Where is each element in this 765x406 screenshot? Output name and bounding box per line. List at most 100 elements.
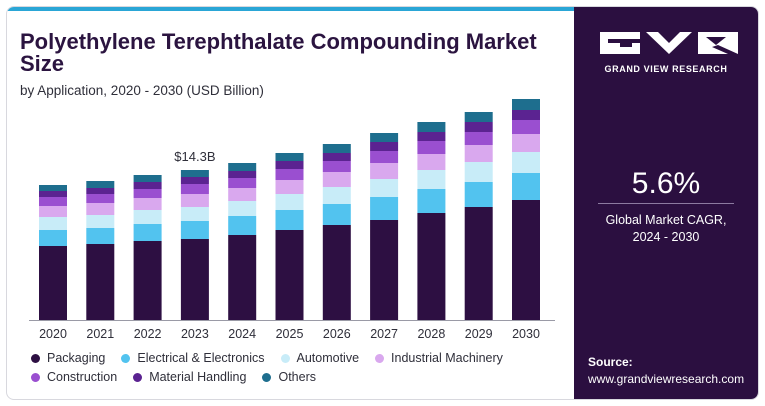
- cagr-divider: [598, 203, 734, 204]
- bar-segment-2023-2: [180, 207, 209, 221]
- bar-segment-2021-4: [86, 194, 115, 203]
- legend-swatch: [280, 353, 290, 363]
- bar-segment-2028-5: [417, 132, 446, 141]
- legend-item-4: Construction: [31, 370, 117, 384]
- legend-item-3: Industrial Machinery: [375, 351, 503, 365]
- bar-segment-2020-3: [39, 206, 67, 217]
- bar-segment-2023-3: [180, 194, 209, 207]
- cagr-label-line2: 2024 - 2030: [632, 230, 700, 244]
- chart-card: Polyethylene Terephthalate Compounding M…: [6, 6, 759, 400]
- bar-segment-2021-2: [86, 215, 115, 228]
- bar-segment-2028-6: [417, 122, 446, 132]
- legend-label: Electrical & Electronics: [137, 351, 265, 365]
- chart-title: Polyethylene Terephthalate Compounding M…: [20, 29, 537, 76]
- bar-segment-2028-3: [417, 154, 446, 170]
- bar-segment-2029-4: [464, 132, 493, 145]
- legend-swatch: [121, 353, 131, 363]
- legend-label: Others: [278, 370, 316, 384]
- bar-segment-2024-0: [228, 235, 257, 320]
- bar-segment-2029-1: [464, 182, 493, 207]
- bar-segment-2030-6: [512, 99, 540, 110]
- info-panel: GRAND VIEW RESEARCH 5.6% Global Market C…: [574, 7, 758, 399]
- bar-segment-2025-0: [275, 230, 304, 320]
- bar-segment-2026-1: [322, 204, 351, 225]
- bar-segment-2024-2: [228, 201, 257, 216]
- bar-segment-2022-5: [133, 182, 162, 189]
- legend-swatch: [133, 372, 143, 382]
- x-tick-label-2025: 2025: [276, 327, 304, 341]
- x-tick-label-2029: 2029: [465, 327, 493, 341]
- bar-segment-2022-4: [133, 189, 162, 198]
- x-tick-label-2024: 2024: [228, 327, 256, 341]
- bar-segment-2024-6: [228, 163, 257, 171]
- bar-segment-2024-4: [228, 178, 257, 188]
- bar-segment-2027-4: [370, 151, 399, 163]
- bar-segment-2021-3: [86, 203, 115, 215]
- bar-segment-2030-3: [512, 134, 540, 152]
- legend-label: Material Handling: [149, 370, 247, 384]
- legend-item-5: Material Handling: [133, 370, 246, 384]
- bar-segment-2029-2: [464, 162, 493, 182]
- bar-segment-2027-2: [370, 179, 399, 197]
- bar-segment-2023-1: [180, 221, 209, 239]
- bar-segment-2025-2: [275, 194, 304, 210]
- bar-segment-2024-3: [228, 188, 257, 201]
- bar-segment-2027-5: [370, 142, 399, 151]
- bar-segment-2023-6: [180, 170, 209, 177]
- bar-segment-2029-0: [464, 207, 493, 320]
- bar-segment-2029-3: [464, 145, 493, 162]
- legend-label: Industrial Machinery: [391, 351, 503, 365]
- bar-segment-2020-1: [39, 230, 67, 246]
- bar-segment-2025-3: [275, 180, 304, 194]
- bar-segment-2030-2: [512, 152, 540, 173]
- legend-item-2: Automotive: [280, 351, 360, 365]
- bar-segment-2030-1: [512, 173, 540, 200]
- bar-segment-2020-4: [39, 197, 67, 206]
- bar-segment-2022-6: [133, 175, 162, 182]
- bar-segment-2021-5: [86, 188, 115, 194]
- bar-segment-2023-4: [180, 184, 209, 194]
- data-label-2023: $14.3B: [174, 149, 215, 164]
- bar-segment-2021-6: [86, 181, 115, 188]
- brand-name: GRAND VIEW RESEARCH: [604, 64, 728, 74]
- bar-segment-2022-1: [133, 224, 162, 241]
- x-tick-label-2021: 2021: [86, 327, 114, 341]
- bar-segment-2025-1: [275, 210, 304, 230]
- bar-segment-2023-0: [180, 239, 209, 320]
- bar-segment-2025-4: [275, 169, 304, 180]
- bar-segment-2028-0: [417, 213, 446, 320]
- bar-segment-2025-5: [275, 161, 304, 169]
- bar-segment-2020-5: [39, 191, 67, 197]
- x-tick-label-2026: 2026: [323, 327, 351, 341]
- bar-segment-2029-5: [464, 122, 493, 132]
- bar-segment-2022-0: [133, 241, 162, 320]
- bar-segment-2020-2: [39, 217, 67, 230]
- bar-segment-2027-6: [370, 133, 399, 142]
- bar-segment-2023-5: [180, 177, 209, 184]
- bar-segment-2030-0: [512, 200, 540, 320]
- bar-segment-2027-0: [370, 220, 399, 320]
- bar-segment-2021-0: [86, 244, 115, 320]
- bar-segment-2024-1: [228, 216, 257, 235]
- x-tick-label-2028: 2028: [417, 327, 445, 341]
- legend-swatch: [31, 353, 40, 363]
- bar-segment-2028-4: [417, 141, 446, 154]
- source-link[interactable]: www.grandviewresearch.com: [588, 372, 745, 386]
- bar-segment-2028-1: [417, 189, 446, 213]
- legend-swatch: [31, 372, 40, 382]
- x-tick-label-2027: 2027: [370, 327, 398, 341]
- bar-segment-2026-6: [322, 144, 351, 153]
- bar-segment-2026-2: [322, 187, 351, 204]
- bar-segment-2020-0: [39, 246, 67, 320]
- bar-segment-2030-4: [512, 120, 540, 134]
- stacked-bar-chart: 2020 2021 2022 $14.3B 2023 2024 2025 2026 2027 20…: [29, 99, 555, 341]
- bar-segment-2027-1: [370, 197, 399, 220]
- accent-bar: [7, 7, 574, 11]
- x-tick-label-2020: 2020: [39, 327, 67, 341]
- bar-segment-2029-6: [464, 112, 493, 122]
- bar-segment-2026-5: [322, 153, 351, 161]
- legend-label: Packaging: [47, 351, 106, 365]
- bar-segment-2025-6: [275, 153, 304, 161]
- legend-label: Automotive: [296, 351, 360, 365]
- source-label: Source:: [588, 355, 633, 369]
